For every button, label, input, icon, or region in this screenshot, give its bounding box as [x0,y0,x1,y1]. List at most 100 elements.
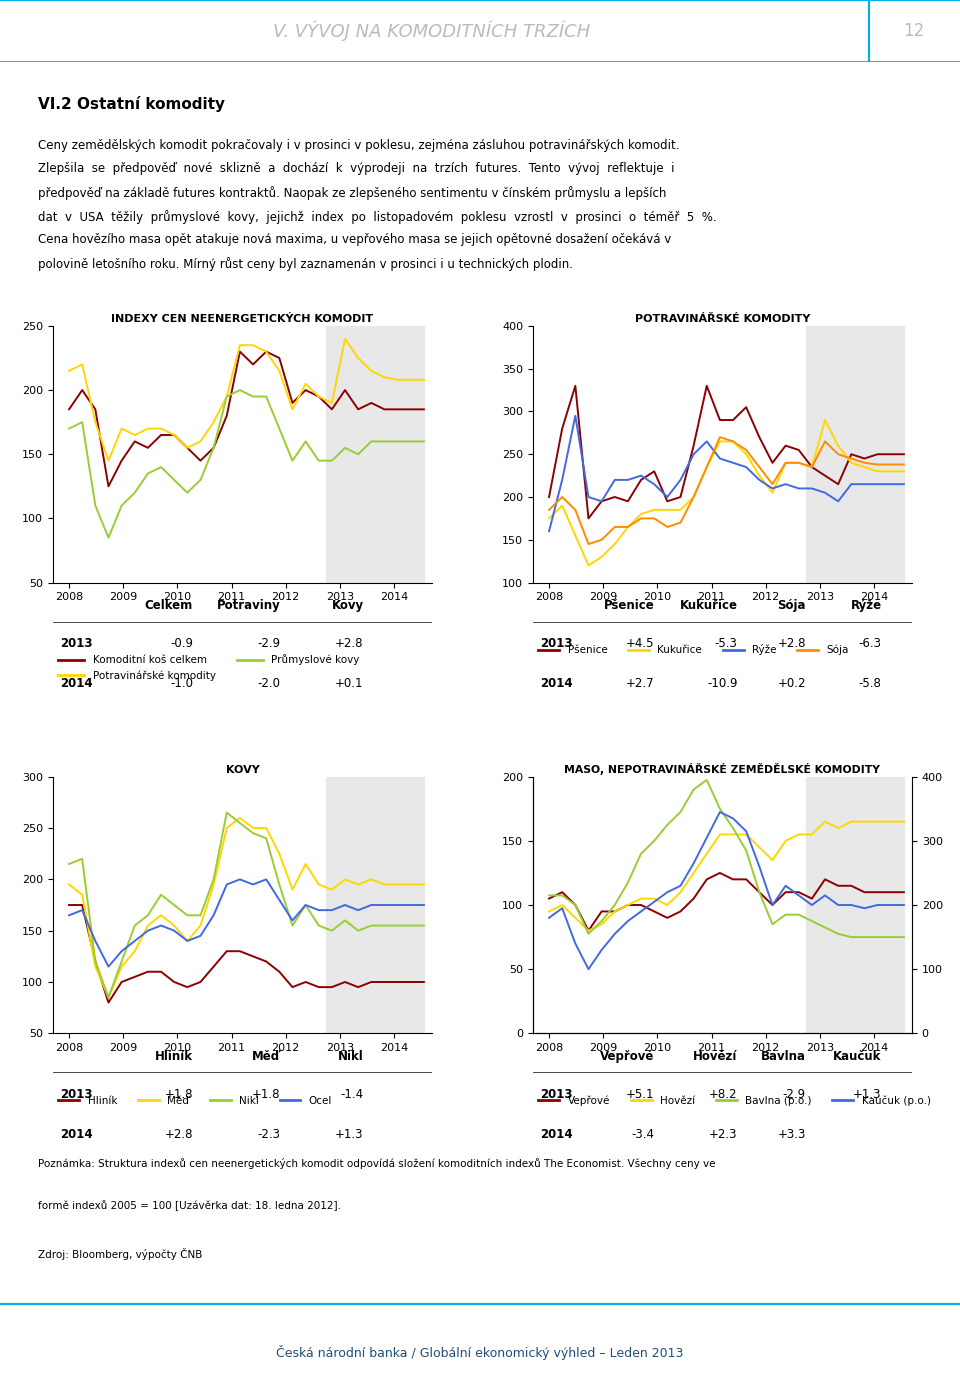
Měď [234,810,246,827]
Kukuřice [714,433,726,449]
Komoditní koš celkem [352,401,364,417]
Text: Hovězí: Hovězí [693,1050,737,1062]
Text: +2.3: +2.3 [709,1128,737,1140]
Kukuřice [609,535,620,552]
Text: -5.8: -5.8 [859,677,881,689]
Text: 2013: 2013 [540,637,573,651]
Měď [326,881,338,897]
Text: formě indexů 2005 = 100 [Uzávěrka dat: 18. ledna 2012].: formě indexů 2005 = 100 [Uzávěrka dat: 1… [38,1200,342,1211]
Text: Hliník: Hliník [156,1050,193,1062]
Text: polovině letošního roku. Mírný růst ceny byl zaznamenán v prosinci i u technický: polovině letošního roku. Mírný růst ceny… [38,257,573,270]
Text: +1.8: +1.8 [252,1087,280,1101]
Hliník [260,953,272,970]
Měď [248,820,259,836]
Nikl [89,953,101,970]
Rýže [543,523,555,540]
Pšenice [701,377,712,394]
Ocel [300,897,311,914]
Ocel [221,877,232,893]
Kukuřice [740,447,752,463]
Sója [872,456,883,473]
Průmyslové kovy [392,433,403,449]
Text: -1.0: -1.0 [170,677,193,689]
Měď [313,877,324,893]
Sója [885,456,897,473]
Nikl [352,922,364,939]
Text: dat  v  USA  těžily  průmyslové  kovy,  jejichž  index  po  listopadovém  pokles: dat v USA těžily průmyslové kovy, jejich… [38,209,717,223]
Kukuřice [583,558,594,574]
Kukuřice [846,455,857,472]
Průmyslové kovy [274,420,285,437]
Potravinářské komodity [63,362,75,379]
Ocel [352,902,364,918]
Rýže [728,455,739,472]
Sója [858,455,870,472]
Text: Měď: Měď [252,1050,280,1062]
Sója [596,531,608,548]
Nikl [63,856,75,872]
Text: -1.4: -1.4 [341,1087,364,1101]
Title: POTRAVINÁŘSKÉ KOMODITY: POTRAVINÁŘSKÉ KOMODITY [635,313,810,323]
Nikl [103,989,114,1006]
Sója [819,433,830,449]
Ocel [287,913,299,929]
Hliník [378,974,390,990]
Pšenice [557,420,568,437]
Text: +0.2: +0.2 [778,677,805,689]
Nikl [129,917,140,933]
Rýže [806,480,818,497]
Bar [326,777,424,1033]
Sója [806,459,818,476]
Průmyslové kovy [156,459,167,476]
Line: Hliník: Hliník [69,906,424,1003]
Nikl [181,907,193,924]
Kukuřice [648,502,660,519]
Měď [77,886,88,903]
Měď [129,943,140,960]
Rýže [675,472,686,488]
Sója [583,535,594,552]
Měď [366,871,377,888]
Kukuřice [806,459,818,476]
Text: Poznámka: Struktura indexů cen neenergetických komodit odpovídá složení komoditn: Poznámka: Struktura indexů cen neenerget… [38,1158,716,1169]
Kukuřice [793,455,804,472]
Ocel [260,871,272,888]
Rýže [609,472,620,488]
Komoditní koš celkem [221,408,232,424]
Nikl [274,877,285,893]
Sója [636,510,647,527]
Průmyslové kovy [116,498,128,515]
Potravinářské komodity [260,344,272,361]
Potravinářské komodity [234,337,246,354]
Kukuřice [636,506,647,523]
Text: -2.0: -2.0 [257,677,280,689]
Sója [648,510,660,527]
Potravinářské komodity [129,427,140,444]
Rýže [557,472,568,488]
Text: +2.7: +2.7 [626,677,654,689]
Měď [392,877,403,893]
Line: Průmyslové kovy: Průmyslové kovy [69,390,424,538]
Pšenice [675,488,686,505]
Komoditní koš celkem [339,381,350,398]
Sója [767,476,779,492]
Komoditní koš celkem [156,427,167,444]
Ocel [392,897,403,914]
Komoditní koš celkem [248,356,259,373]
Ocel [326,902,338,918]
Pšenice [583,510,594,527]
Ocel [89,932,101,949]
Pšenice [714,412,726,429]
Text: 2013: 2013 [60,1087,93,1101]
Hliník [287,979,299,996]
Měď [419,877,430,893]
Potravinářské komodity [181,440,193,456]
Ocel [129,932,140,949]
Ocel [419,897,430,914]
Text: Ceny zemědělských komodit pokračovaly i v prosinci v poklesu, zejména zásluhou p: Ceny zemědělských komodit pokračovaly i … [38,139,680,151]
Potravinářské komodity [405,372,417,388]
Hliník [142,964,154,981]
Text: -2.9: -2.9 [782,1087,805,1101]
Komoditní koš celkem [313,388,324,405]
Rýže [754,472,765,488]
